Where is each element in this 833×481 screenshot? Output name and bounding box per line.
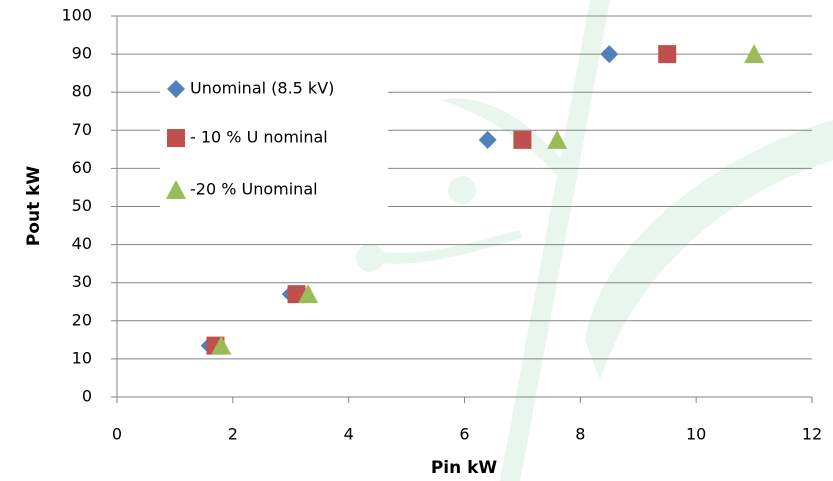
x-tick-label: 10 xyxy=(686,425,706,444)
y-tick-label: 30 xyxy=(72,272,92,291)
point xyxy=(479,131,497,149)
legend-marker xyxy=(167,129,185,147)
x-tick-label: 12 xyxy=(802,425,822,444)
legend-label: - 10 % U nominal xyxy=(190,128,328,147)
y-tick-label: 0 xyxy=(82,387,92,406)
y-tick-label: 80 xyxy=(72,82,92,101)
legend-label: Unominal (8.5 kV) xyxy=(190,79,334,98)
x-tick-label: 8 xyxy=(575,425,585,444)
y-tick-label: 60 xyxy=(72,158,92,177)
point xyxy=(513,131,531,149)
x-tick-label: 0 xyxy=(112,425,122,444)
x-tick-label: 2 xyxy=(228,425,238,444)
x-tick-label: 6 xyxy=(459,425,469,444)
x-axis-title: Pin kW xyxy=(431,458,498,478)
y-tick-label: 50 xyxy=(72,196,92,215)
y-tick-label: 20 xyxy=(72,310,92,329)
watermark xyxy=(356,0,833,481)
y-tick-label: 40 xyxy=(72,234,92,253)
legend-label: -20 % Unominal xyxy=(190,180,318,199)
y-axis-title: Pout kW xyxy=(24,166,44,247)
point xyxy=(658,45,676,63)
x-tick-label: 4 xyxy=(344,425,354,444)
y-tick-label: 10 xyxy=(72,348,92,367)
y-tick-label: 70 xyxy=(72,120,92,139)
y-tick-label: 90 xyxy=(72,44,92,63)
chart: Pin kW Pout kW 0 10 20 30 40 50 60 70 80 90 100 0 2 4… xyxy=(0,0,833,481)
y-tick-label: 100 xyxy=(61,6,92,25)
point xyxy=(600,45,618,63)
